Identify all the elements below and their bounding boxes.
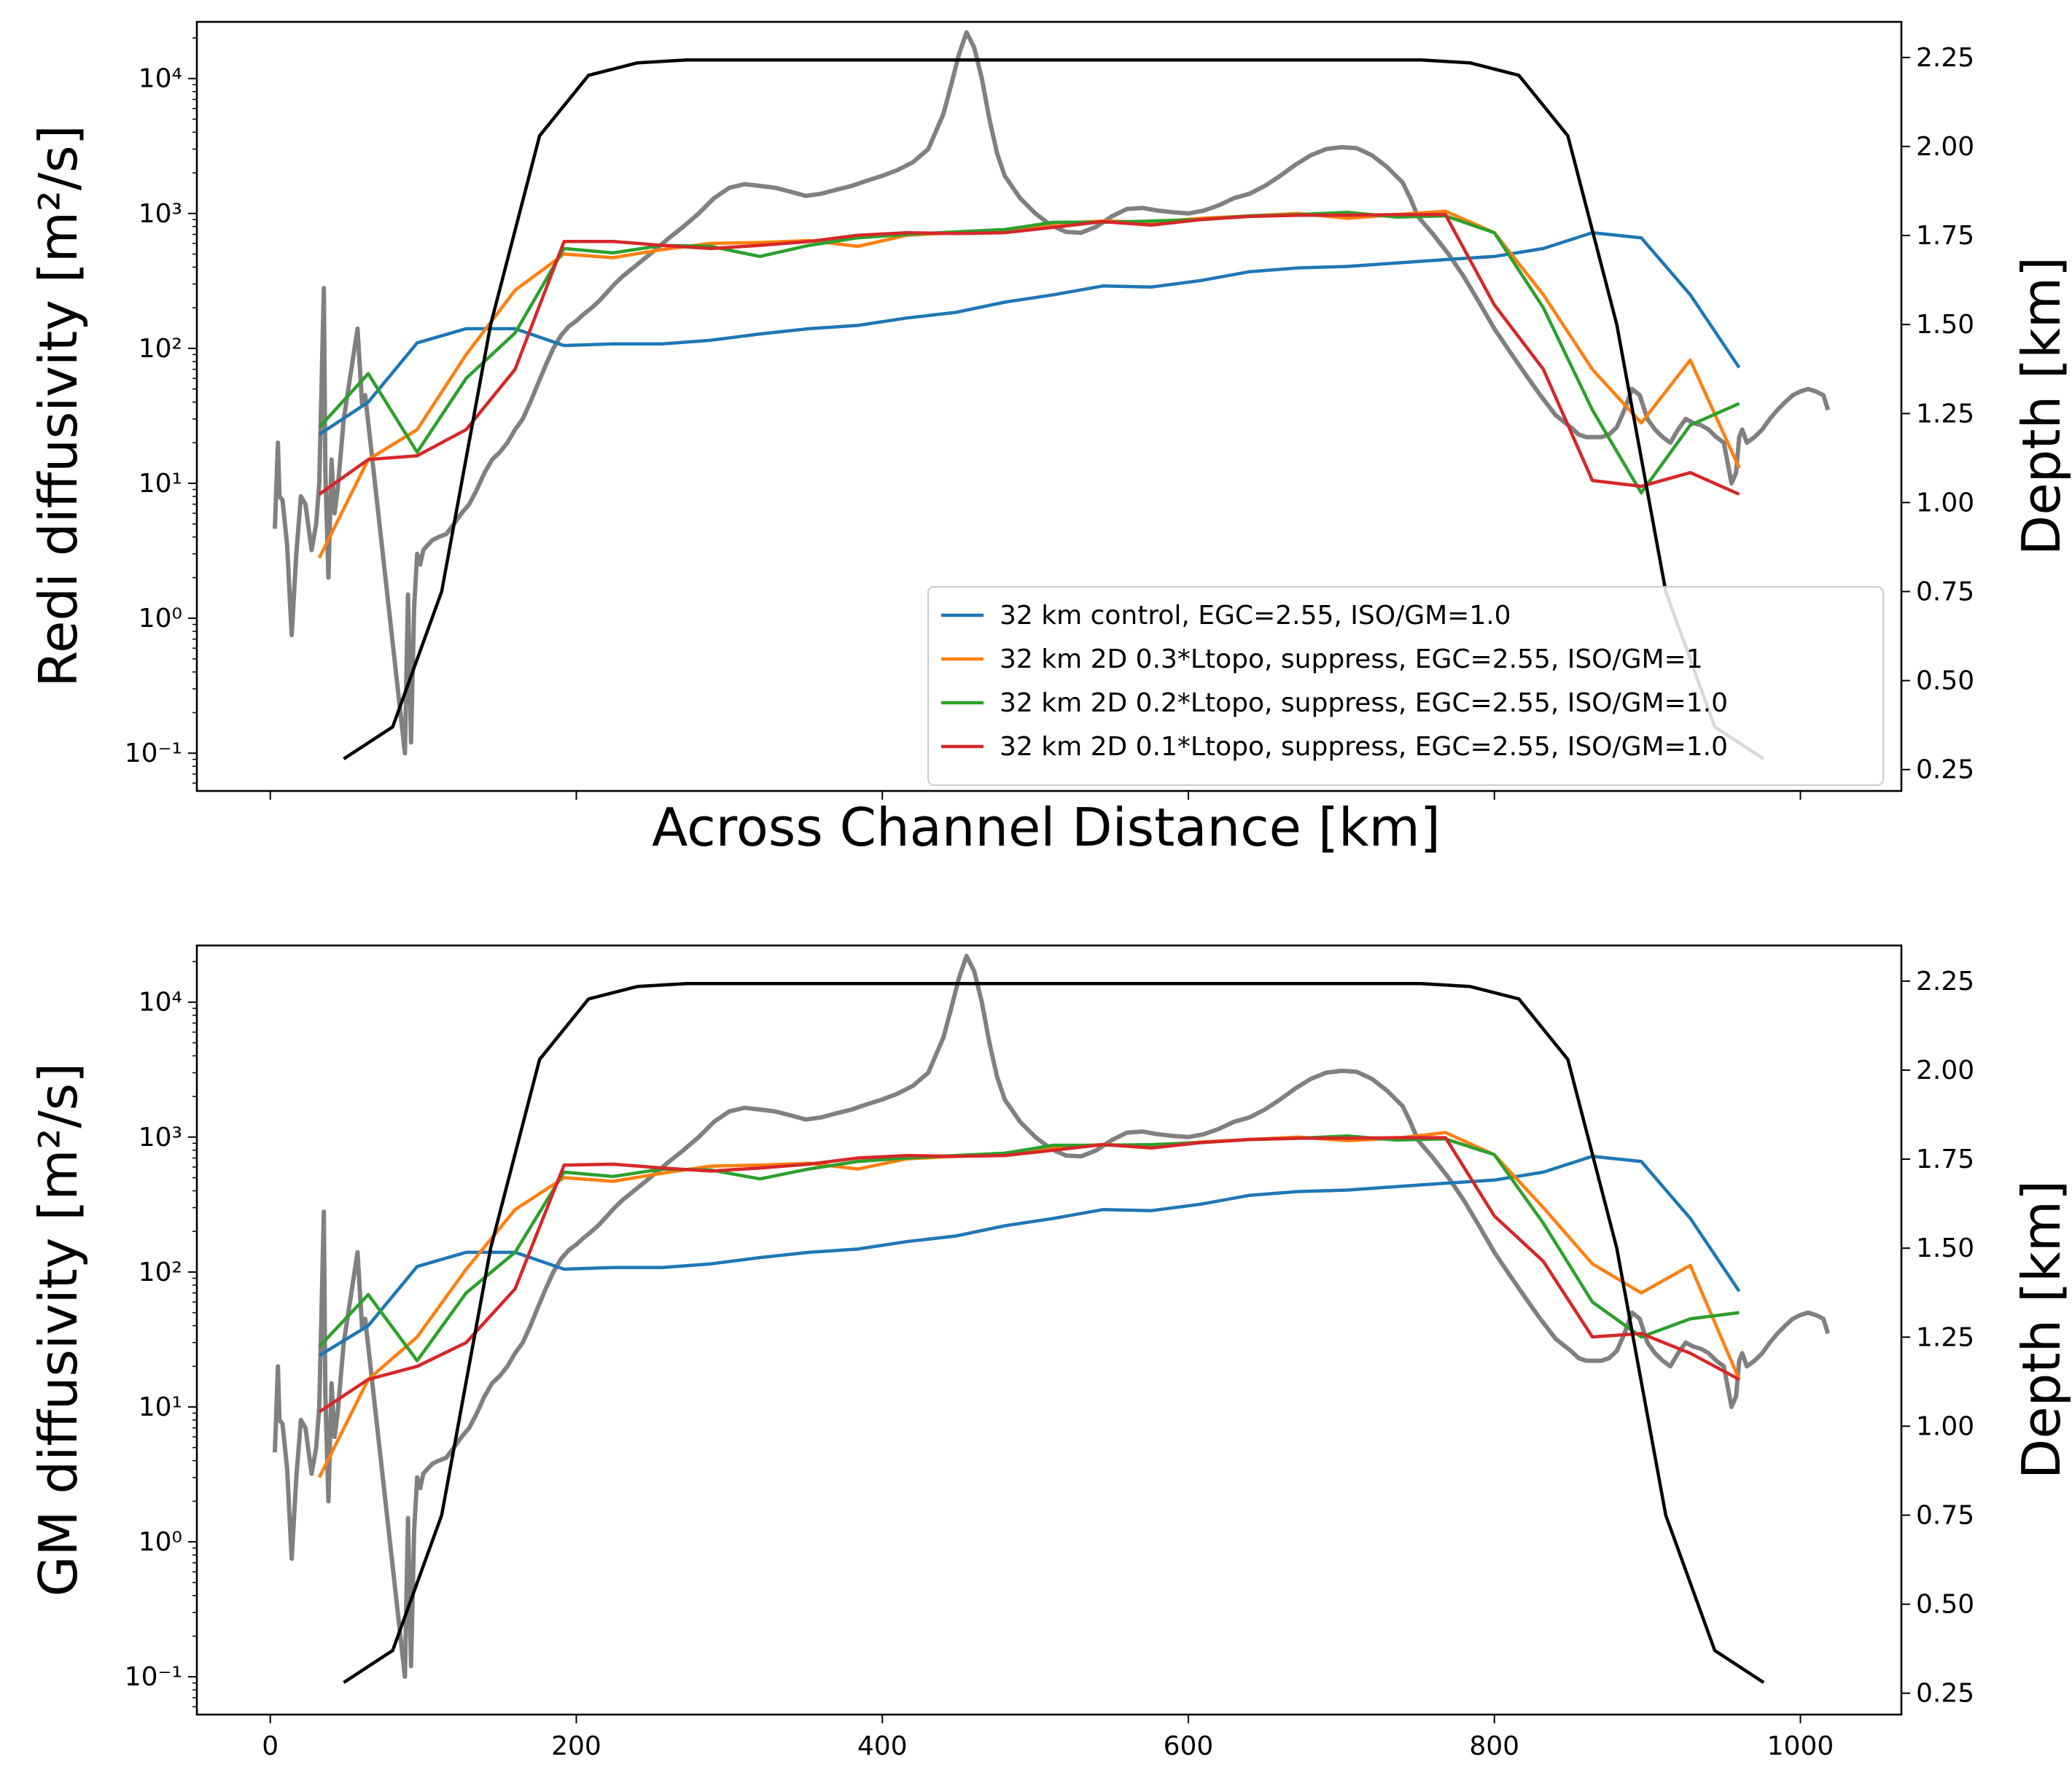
gray-diffusivity-line — [273, 954, 1831, 1680]
series-line-3 — [318, 1136, 1740, 1414]
x-tick-label: 0 — [262, 1731, 279, 1761]
y-right-tick-label: 1.75 — [1916, 221, 1974, 251]
series-line-0 — [318, 230, 1741, 436]
x-tick-label: 600 — [1164, 1731, 1214, 1761]
depth-line — [343, 982, 1765, 1684]
redi-y-axis-label: Redi diffusivity [m²/s] — [28, 125, 89, 687]
y-right-tick-label: 1.75 — [1916, 1145, 1974, 1174]
y-right-tick-label: 1.50 — [1916, 1233, 1974, 1263]
y-left-tick-label: 10⁰ — [139, 1527, 182, 1557]
y-left-tick-label: 10¹ — [139, 1392, 182, 1422]
y-right-tick-label: 0.25 — [1916, 1679, 1974, 1709]
y-right-tick-label: 1.25 — [1916, 399, 1974, 429]
y-right-tick-label: 0.50 — [1916, 1590, 1974, 1620]
legend-entry: 32 km 2D 0.2*Ltopo, suppress, EGC=2.55, … — [1000, 688, 1728, 718]
y-left-tick-label: 10⁴ — [139, 64, 182, 94]
gm-diffusivity-panel: 0 200 400 600 800 1000 10⁻¹ 10⁰ 10¹ 10² 10³ 10⁴ 0.25… — [28, 944, 2072, 1761]
gray-diffusivity-line — [273, 30, 1831, 756]
y-right-tick-label: 1.00 — [1916, 488, 1974, 518]
y-right-tick-label: 0.50 — [1916, 666, 1974, 696]
gm-y-axis-label: GM diffusivity [m²/s] — [28, 1063, 89, 1597]
y-left-tick-label: 10² — [139, 1258, 182, 1287]
series-line-2 — [318, 210, 1740, 495]
y-right-tick-label: 0.25 — [1916, 755, 1974, 785]
gm-depth-axis-label: Depth [km] — [2011, 1180, 2072, 1479]
legend-entry: 32 km control, EGC=2.55, ISO/GM=1.0 — [1000, 601, 1511, 631]
y-right-tick-label: 2.00 — [1916, 1056, 1974, 1085]
y-right-tick-label: 2.25 — [1916, 967, 1974, 997]
redi-diffusivity-panel: 10⁻¹ 10⁰ 10¹ 10² 10³ 10⁴ 0.25 0.50 0.75 1.00 1.25 1… — [28, 20, 2072, 858]
series-line-1 — [317, 1131, 1741, 1478]
y-right-tick-label: 0.75 — [1916, 577, 1974, 607]
y-left-tick-label: 10¹ — [139, 469, 182, 499]
series-line-3 — [318, 213, 1740, 496]
legend-entry: 32 km 2D 0.1*Ltopo, suppress, EGC=2.55, … — [1000, 732, 1728, 762]
y-right-tick-label: 2.25 — [1916, 43, 1974, 73]
y-left-tick-label: 10⁻¹ — [125, 738, 182, 768]
y-right-tick-label: 0.75 — [1916, 1500, 1974, 1530]
y-left-tick-label: 10⁴ — [139, 988, 182, 1018]
y-right-tick-label: 1.25 — [1916, 1322, 1974, 1352]
redi-plot-frame — [195, 20, 1903, 792]
legend-box — [927, 586, 1884, 786]
y-left-tick-label: 10² — [139, 334, 182, 364]
depth-line — [343, 58, 1765, 760]
x-tick-label: 1000 — [1767, 1731, 1834, 1761]
redi-x-axis-label: Across Channel Distance [km] — [652, 797, 1441, 858]
x-tick-label: 800 — [1469, 1731, 1519, 1761]
legend: 32 km control, EGC=2.55, ISO/GM=1.0 32 km… — [927, 586, 1884, 786]
y-left-tick-label: 10³ — [139, 1123, 182, 1153]
y-left-tick-label: 10³ — [139, 199, 182, 229]
redi-depth-axis-label: Depth [km] — [2011, 257, 2072, 555]
y-right-tick-label: 1.00 — [1916, 1411, 1974, 1441]
x-tick-label: 200 — [551, 1731, 601, 1761]
y-right-tick-label: 1.50 — [1916, 310, 1974, 340]
y-right-tick-label: 2.00 — [1916, 132, 1974, 162]
series-line-1 — [317, 209, 1741, 559]
gm-plot-frame — [195, 944, 1903, 1716]
series-line-0 — [318, 1154, 1741, 1357]
x-tick-label: 400 — [857, 1731, 908, 1761]
y-left-tick-label: 10⁻¹ — [125, 1662, 182, 1692]
legend-entry: 32 km 2D 0.3*Ltopo, suppress, EGC=2.55, … — [1000, 644, 1703, 674]
y-left-tick-label: 10⁰ — [139, 604, 182, 633]
